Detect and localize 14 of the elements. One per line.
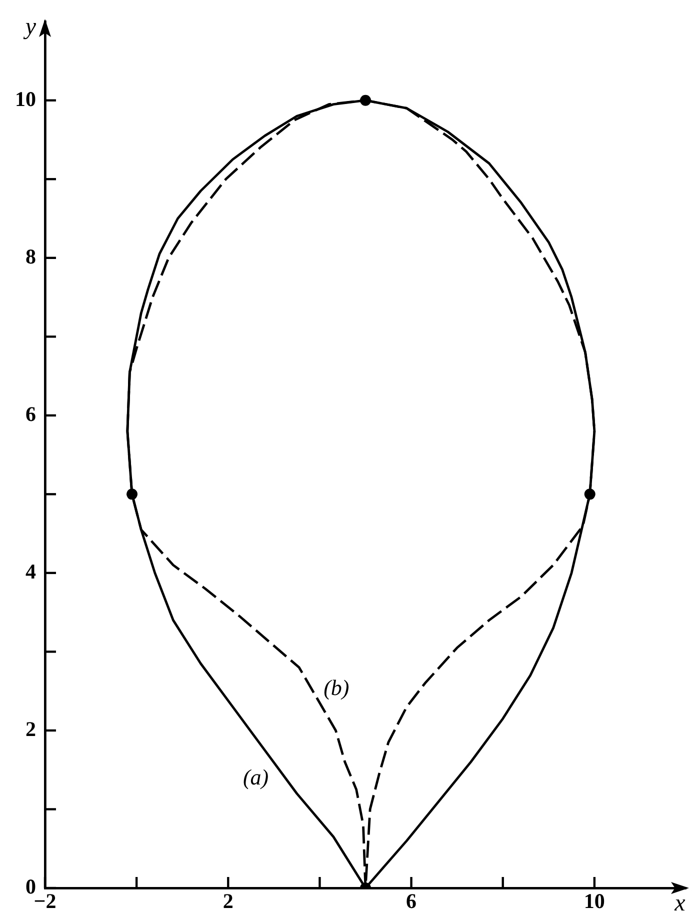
y-tick-label: 6 <box>26 402 36 426</box>
y-tick-label: 4 <box>26 559 36 584</box>
series-label: (b) <box>324 674 350 700</box>
x-axis-title: x <box>674 890 686 916</box>
x-tick-label: 10 <box>584 889 605 914</box>
x-tick-label: −2 <box>34 889 56 914</box>
x-tick-label: 2 <box>222 889 234 914</box>
y-tick-label: 8 <box>26 244 36 268</box>
y-tick-label: 10 <box>15 86 36 111</box>
y-axis-title: y <box>23 14 36 40</box>
series-label: (a) <box>242 764 269 790</box>
y-tick-label: 2 <box>26 716 36 741</box>
x-tick-label: 6 <box>406 889 417 914</box>
y-tick-label: 0 <box>26 874 36 898</box>
